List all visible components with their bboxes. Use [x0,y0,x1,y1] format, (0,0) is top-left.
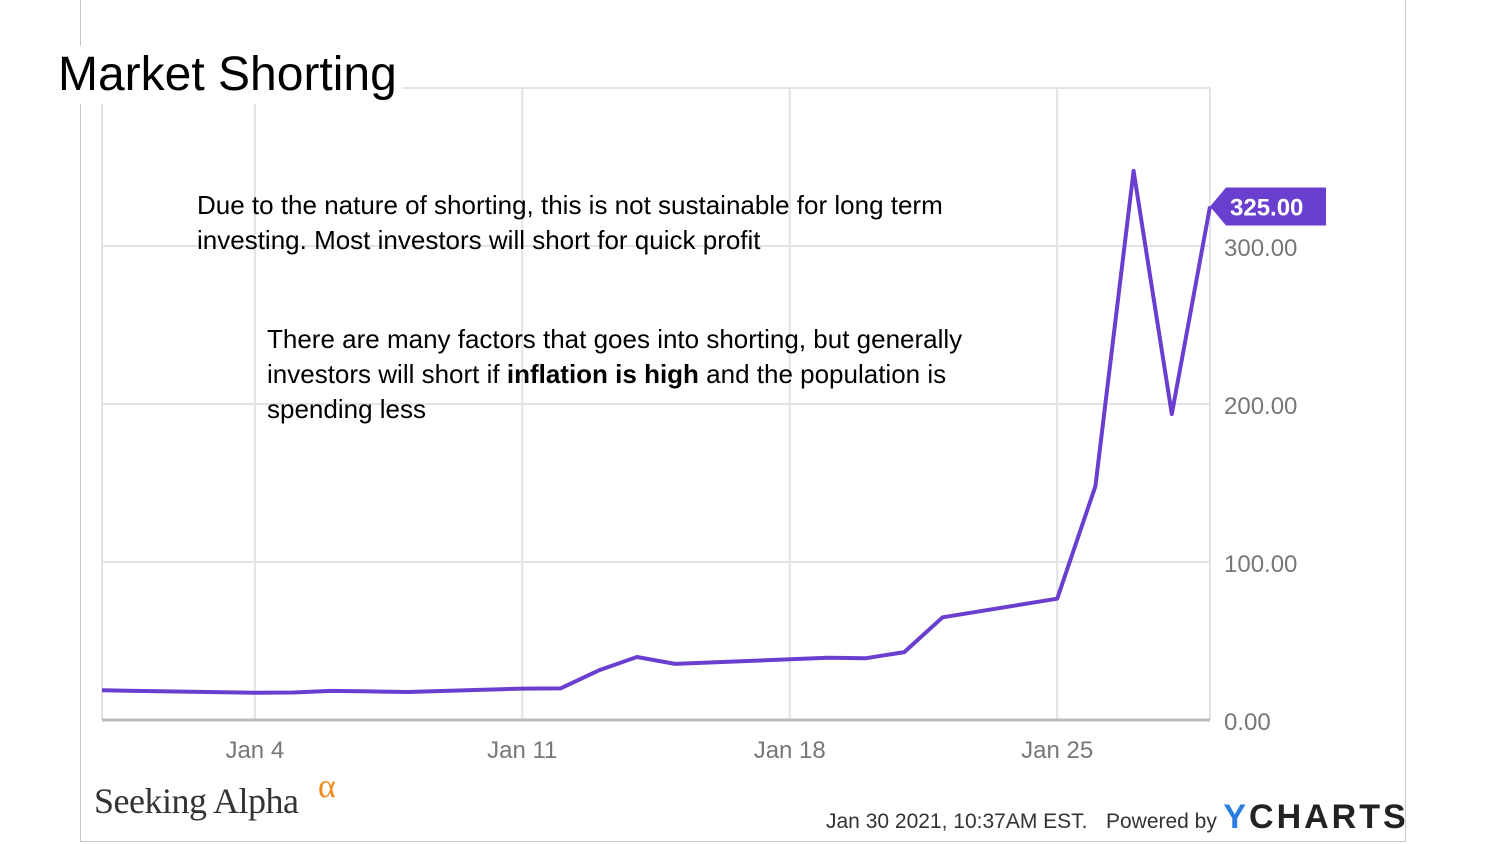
y-tick-label: 200.00 [1224,393,1297,420]
chart-timestamp: Jan 30 2021, 10:37AM EST. [826,810,1088,833]
x-axis-ticks: Jan 4 Jan 11 Jan 18 Jan 25 [225,737,1093,764]
note-shorting-factors-part-1: There are many factors that goes into sh… [267,324,963,389]
last-value-label: 325.00 [1230,195,1303,222]
alpha-symbol: α [318,768,336,805]
price-series-line [101,168,1212,695]
last-value-badge: 325.00 [1210,187,1326,226]
slide-title: Market Shorting [58,46,403,104]
y-axis-ticks: 0.00 100.00 200.00 300.00 [1224,235,1297,736]
ycharts-logo-text: CHARTS [1249,798,1409,836]
last-value-badge-shape [1210,187,1326,226]
y-tick-label: 100.00 [1224,551,1297,578]
x-tick-label: Jan 25 [1021,737,1093,764]
chart-frame [80,0,1406,842]
note-sustainability: Due to the nature of shorting, this is n… [197,190,943,255]
note-shorting-factors: There are many factors that goes into sh… [267,322,967,427]
ycharts-logo-y: Y [1223,798,1250,836]
y-tick-label: 0.00 [1224,709,1271,736]
y-tick-label: 300.00 [1224,235,1297,262]
ycharts-logo: YCHARTS [1223,798,1408,836]
seeking-alpha-logo: Seeking Alpha [94,781,299,821]
note-shorting-factors-part-2: and the population is spending less [267,359,947,424]
powered-by-label: Powered by [1105,810,1217,833]
x-tick-label: Jan 18 [754,737,826,764]
x-tick-label: Jan 4 [225,737,284,764]
chart-footer: Jan 30 2021, 10:37AM EST. Powered by YCH… [826,798,1409,837]
x-tick-label: Jan 11 [487,737,557,764]
note-shorting-factors-emphasis: inflation is high [506,359,699,389]
